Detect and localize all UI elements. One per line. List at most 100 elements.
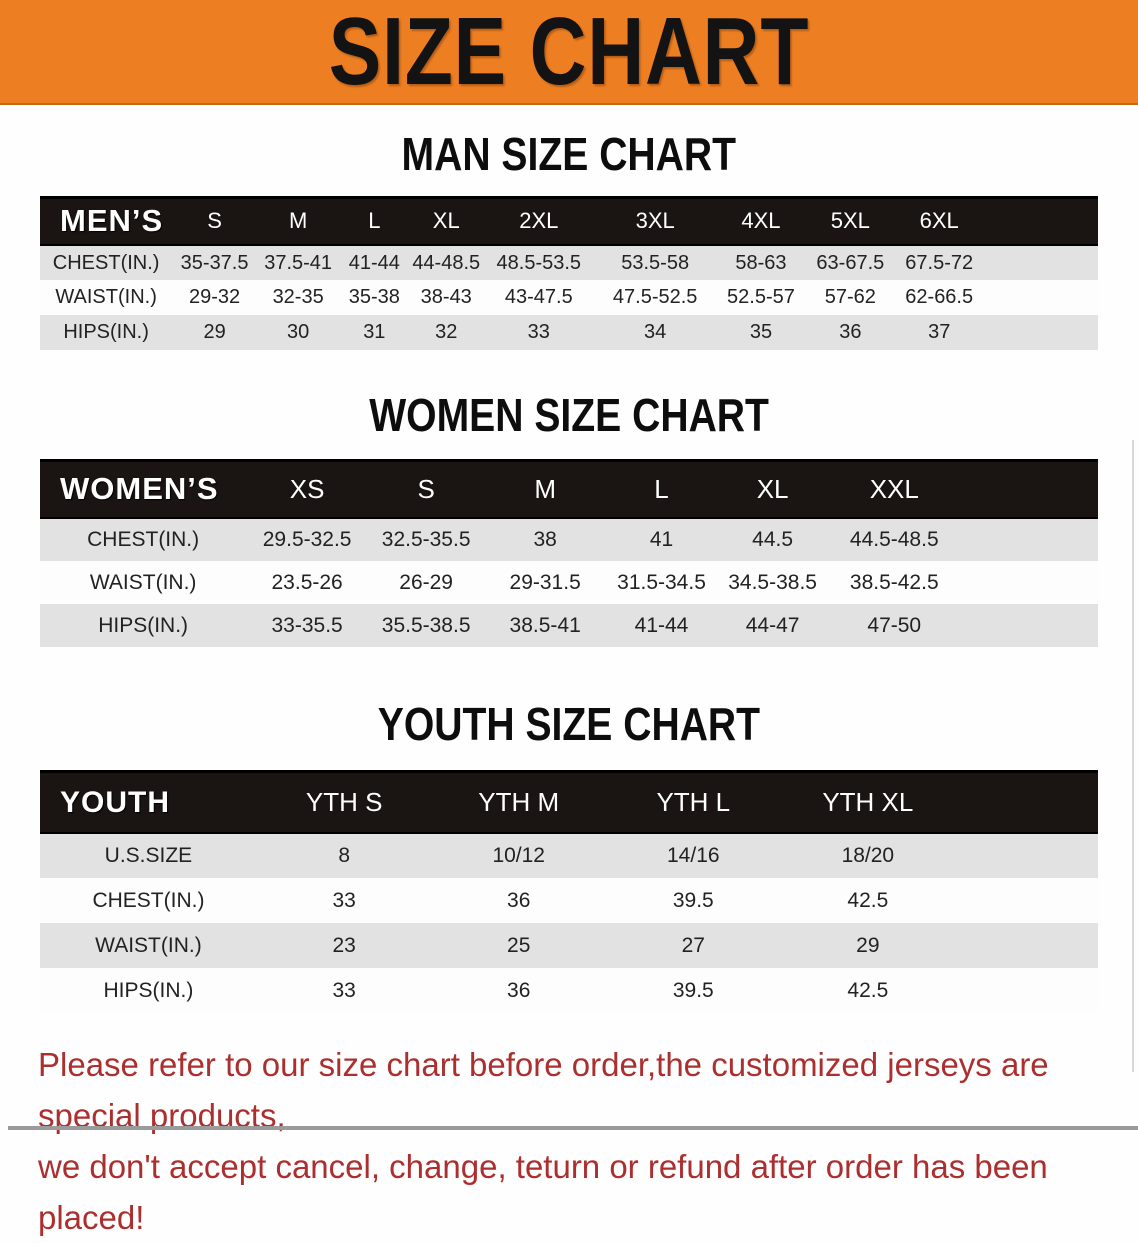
womens-column-header-5: XL [717, 458, 829, 520]
mens-cell: 41-44 [348, 251, 400, 274]
youth-cell: 39.5 [672, 978, 714, 1002]
youth-row-label-1: U.S.SIZE [104, 844, 193, 868]
womens-column-header-4: L [605, 458, 718, 520]
mens-header-spacer-cell [983, 195, 1098, 247]
youth-row-spacer-cell [955, 833, 1098, 878]
womens-cell: 41-44 [634, 613, 689, 637]
womens-cell: 29.5-32.5 [262, 528, 352, 552]
youth-row-label-3: WAIST(IN.) [95, 933, 202, 957]
womens-cell: 26-29 [399, 570, 453, 594]
womens-cell: 44-47 [745, 613, 800, 637]
mens-column-header-5: 2XL [483, 195, 595, 247]
mens-row-spacer-cell [984, 280, 1098, 315]
order-notice-line-1: Please refer to our size chart before or… [38, 1046, 1049, 1135]
mens-column-header-8: 5XL [805, 195, 895, 247]
mens-header-row: MEN’S S M L XL 2XL 3XL 4XL 5XL 6XL [40, 195, 1098, 247]
mens-cell: 34 [644, 321, 667, 344]
youth-cell: 33 [332, 888, 356, 912]
womens-column-header-2: S [367, 458, 485, 520]
womens-cell: 23.5-26 [271, 570, 343, 594]
youth-cell: 29 [856, 933, 880, 957]
womens-table-row-2: WAIST(IN.) 23.5-26 26-29 29-31.5 31.5-34.5 34… [40, 561, 1098, 605]
youth-cell: 42.5 [847, 888, 889, 912]
womens-cell: 29-31.5 [509, 570, 581, 594]
mens-cell: 67.5-72 [905, 251, 974, 274]
mens-section: MAN SIZE CHART MEN’S S M L XL 2XL 3XL 4XL 5XL 6XL C… [0, 129, 1138, 351]
youth-cell: 10/12 [492, 844, 545, 868]
mens-column-header-2: M [256, 195, 340, 247]
youth-cell: 27 [681, 933, 705, 957]
youth-cell: 36 [507, 978, 531, 1002]
womens-header-spacer-cell [960, 458, 1098, 520]
youth-heading: YOUTH SIZE CHART [0, 699, 1138, 750]
youth-corner-label: YOUTH [40, 769, 257, 835]
womens-cell: 38 [533, 528, 557, 552]
mens-cell: 47.5-52.5 [612, 286, 698, 309]
youth-table-row-4: HIPS(IN.) 33 36 39.5 42.5 [40, 968, 1098, 1014]
youth-cell: 39.5 [672, 888, 714, 912]
mens-cell: 37.5-41 [264, 251, 333, 274]
youth-column-header-2: YTH M [431, 769, 606, 835]
mens-cell: 35-37.5 [180, 251, 249, 274]
womens-heading: WOMEN SIZE CHART [0, 390, 1138, 441]
youth-row-spacer-cell [955, 878, 1098, 923]
youth-cell: 14/16 [667, 844, 720, 868]
womens-cell: 35.5-38.5 [381, 613, 471, 637]
mens-row-spacer-cell [984, 315, 1098, 350]
womens-column-header-6: XXL [828, 458, 961, 520]
order-notice: Please refer to our size chart before or… [0, 1039, 1138, 1243]
womens-column-header-1: XS [246, 458, 368, 520]
mens-cell: 53.5-58 [621, 251, 690, 274]
youth-column-header-3: YTH L [606, 769, 781, 835]
youth-size-table: YOUTH YTH S YTH M YTH L YTH XL U.S.SIZE 8 10/12… [40, 769, 1098, 1014]
youth-table-row-2: CHEST(IN.) 33 36 39.5 42.5 [40, 878, 1098, 924]
mens-table-row-2: WAIST(IN.) 29-32 32-35 35-38 38-43 43-47.5 47.… [40, 280, 1098, 316]
womens-cell: 34.5-38.5 [728, 570, 817, 594]
womens-column-header-3: M [484, 458, 606, 520]
mens-heading: MAN SIZE CHART [0, 129, 1138, 180]
mens-cell: 38-43 [420, 286, 472, 309]
mens-cell: 36 [839, 321, 862, 344]
youth-table-row-3: WAIST(IN.) 23 25 27 29 [40, 923, 1098, 969]
mens-cell: 52.5-57 [727, 286, 795, 309]
womens-cell: 32.5-35.5 [381, 528, 471, 552]
youth-cell: 33 [332, 978, 356, 1002]
size-chart-content: MAN SIZE CHART MEN’S S M L XL 2XL 3XL 4XL 5XL 6XL C… [0, 129, 1138, 1014]
mens-column-header-1: S [172, 195, 257, 247]
mens-cell: 33 [527, 321, 550, 344]
mens-cell: 57-62 [824, 286, 876, 309]
youth-cell: 8 [338, 844, 350, 868]
mens-cell: 58-63 [735, 251, 787, 274]
womens-row-label-2: WAIST(IN.) [89, 570, 197, 594]
mens-column-header-7: 4XL [716, 195, 806, 247]
womens-row-spacer-cell [960, 604, 1098, 647]
mens-cell: 35-38 [348, 286, 400, 309]
mens-column-header-9: 6XL [894, 195, 984, 247]
mens-cell: 44-48.5 [412, 251, 481, 274]
youth-cell: 42.5 [847, 978, 889, 1002]
mens-cell: 30 [287, 321, 310, 344]
womens-cell: 31.5-34.5 [617, 570, 706, 594]
womens-table-row-3: HIPS(IN.) 33-35.5 35.5-38.5 38.5-41 41-44 44-… [40, 604, 1098, 648]
youth-header-spacer-cell [955, 769, 1098, 835]
youth-section: YOUTH SIZE CHART YOUTH YTH S YTH M YTH L YTH … [0, 699, 1138, 1014]
womens-table-row-1: CHEST(IN.) 29.5-32.5 32.5-35.5 38 41 44.5 44.5… [40, 518, 1098, 562]
mens-table-row-3: HIPS(IN.) 29 30 31 32 33 34 35 36 37 [40, 315, 1098, 351]
youth-row-spacer-cell [955, 968, 1098, 1013]
mens-cell: 62-66.5 [905, 286, 974, 309]
mens-cell: 29 [203, 321, 226, 344]
order-notice-line-2: we don't accept cancel, change, teturn o… [38, 1148, 1048, 1237]
mens-row-label-2: WAIST(IN.) [55, 286, 157, 309]
womens-row-label-1: CHEST(IN.) [87, 528, 200, 552]
womens-cell: 33-35.5 [271, 613, 343, 637]
womens-cell: 38.5-42.5 [849, 570, 939, 594]
mens-cell: 32 [435, 321, 458, 344]
youth-cell: 23 [332, 933, 356, 957]
youth-header-row: YOUTH YTH S YTH M YTH L YTH XL [40, 769, 1098, 835]
womens-row-spacer-cell [960, 561, 1098, 604]
mens-cell: 29-32 [189, 286, 241, 309]
mens-column-header-6: 3XL [594, 195, 716, 247]
youth-column-header-4: YTH XL [780, 769, 956, 835]
womens-cell: 44.5-48.5 [849, 528, 939, 552]
mens-cell: 48.5-53.5 [496, 251, 582, 274]
